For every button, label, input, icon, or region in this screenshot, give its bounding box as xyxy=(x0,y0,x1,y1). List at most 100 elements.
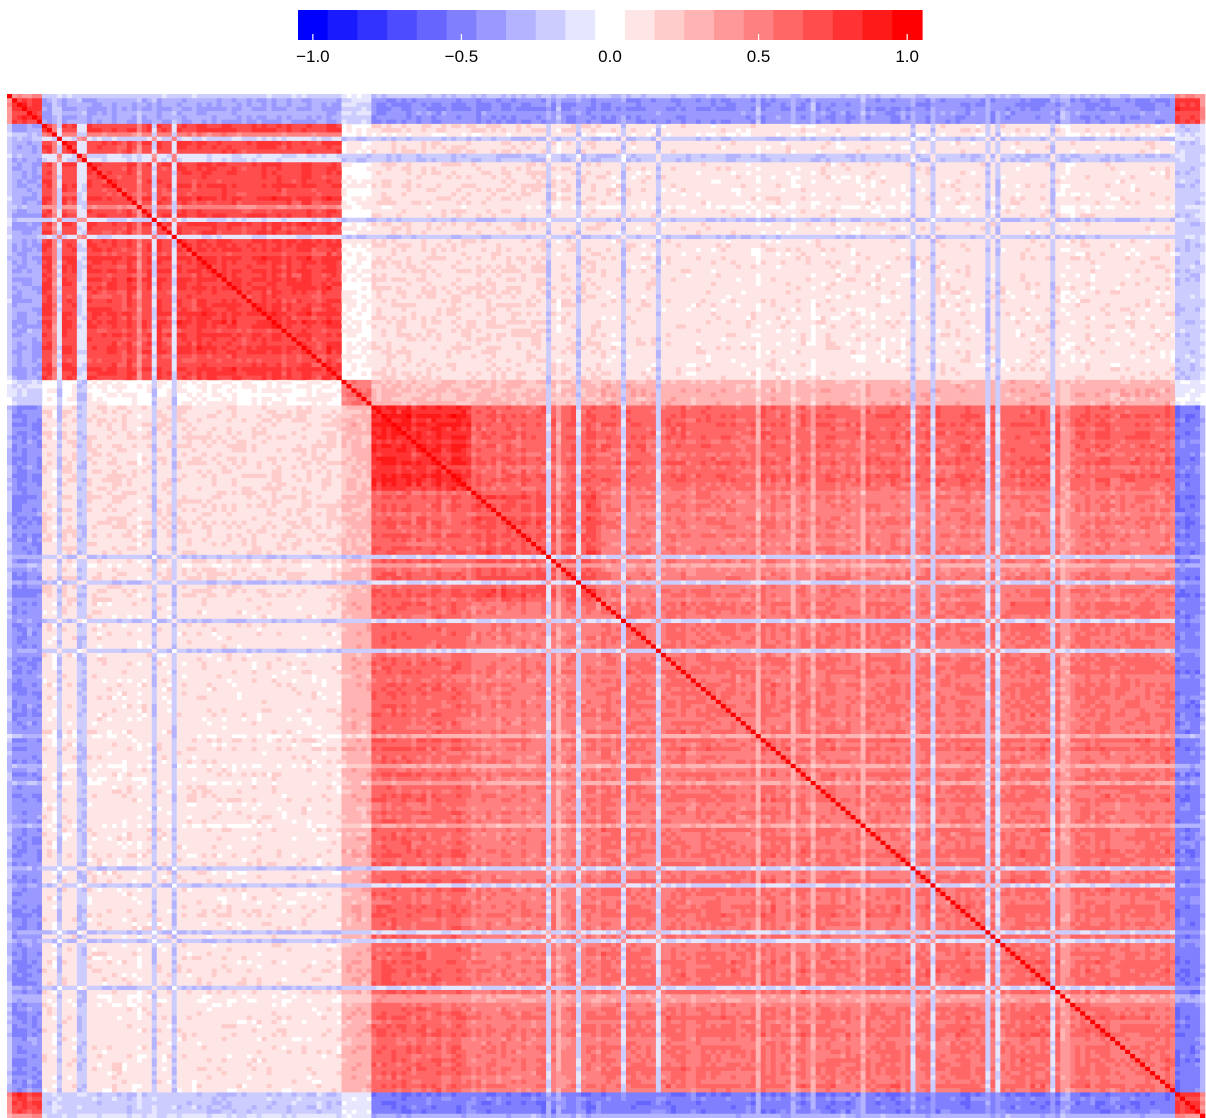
heatmap-cell xyxy=(431,103,436,108)
heatmap-cell xyxy=(1180,103,1185,108)
heatmap-cell xyxy=(426,98,431,103)
heatmap-cell xyxy=(22,98,27,103)
heatmap-cell xyxy=(142,94,147,99)
heatmap-cell xyxy=(806,103,811,108)
heatmap-cell xyxy=(321,103,326,108)
heatmap-cell xyxy=(72,94,77,99)
heatmap-cell xyxy=(561,94,566,99)
heatmap-cell xyxy=(511,98,516,103)
heatmap-cell xyxy=(152,94,157,99)
heatmap-cell xyxy=(980,103,985,108)
heatmap-cell xyxy=(102,94,107,99)
heatmap-cell xyxy=(526,98,531,103)
heatmap-cell xyxy=(531,98,536,103)
heatmap-cell xyxy=(970,103,975,108)
heatmap-cell xyxy=(886,98,891,103)
heatmap-cell xyxy=(496,98,501,103)
heatmap-cell xyxy=(1090,98,1095,103)
heatmap-cell xyxy=(826,98,831,103)
heatmap-cell xyxy=(1005,94,1010,99)
heatmap-cell xyxy=(436,98,441,103)
heatmap-cell xyxy=(262,94,267,99)
heatmap-cell xyxy=(391,98,396,103)
heatmap-cell xyxy=(401,94,406,99)
heatmap-cell xyxy=(82,94,87,99)
heatmap-cell xyxy=(1070,103,1075,108)
heatmap-cell xyxy=(42,98,47,103)
heatmap-cell xyxy=(341,98,346,103)
heatmap-cell xyxy=(641,103,646,108)
heatmap-cell xyxy=(37,94,42,99)
heatmap-cell xyxy=(521,103,526,108)
heatmap-cell xyxy=(1190,103,1195,108)
heatmap-cell xyxy=(995,98,1000,103)
heatmap-cell xyxy=(761,98,766,103)
heatmap-cell xyxy=(1165,94,1170,99)
heatmap-cell xyxy=(681,94,686,99)
heatmap-cell xyxy=(92,103,97,108)
heatmap-cell xyxy=(776,103,781,108)
heatmap-cell xyxy=(506,103,511,108)
heatmap-cell xyxy=(940,98,945,103)
heatmap-cell xyxy=(616,103,621,108)
heatmap-cell xyxy=(1045,103,1050,108)
heatmap-cell xyxy=(861,94,866,99)
heatmap-cell xyxy=(566,103,571,108)
heatmap-cell xyxy=(247,94,252,99)
heatmap-cell xyxy=(401,98,406,103)
heatmap-cell xyxy=(1085,103,1090,108)
heatmap-cell xyxy=(1025,103,1030,108)
heatmap-cell xyxy=(960,103,965,108)
heatmap-cell xyxy=(307,98,312,103)
heatmap-cell xyxy=(631,103,636,108)
heatmap-cell xyxy=(776,98,781,103)
heatmap-cell xyxy=(336,98,341,103)
heatmap-cell xyxy=(756,98,761,103)
heatmap-cell xyxy=(866,94,871,99)
heatmap-cell xyxy=(731,103,736,108)
heatmap-cell xyxy=(960,94,965,99)
colorbar-swatch xyxy=(833,10,863,40)
heatmap-cell xyxy=(212,103,217,108)
heatmap-cell xyxy=(776,94,781,99)
heatmap-cell xyxy=(326,98,331,103)
heatmap-cell xyxy=(796,98,801,103)
heatmap-cell xyxy=(232,103,237,108)
colorbar-swatch xyxy=(803,10,833,40)
heatmap-cell xyxy=(801,103,806,108)
heatmap-cell xyxy=(42,103,47,108)
heatmap-cell xyxy=(1200,98,1205,103)
heatmap-cell xyxy=(676,94,681,99)
heatmap-cell xyxy=(57,103,62,108)
heatmap-cell xyxy=(391,94,396,99)
heatmap-cell xyxy=(37,103,42,108)
heatmap-cell xyxy=(282,103,287,108)
heatmap-cell xyxy=(162,103,167,108)
heatmap-cell xyxy=(32,98,37,103)
heatmap-cell xyxy=(1115,103,1120,108)
heatmap-cell xyxy=(406,103,411,108)
heatmap-cell xyxy=(1000,98,1005,103)
heatmap-cell xyxy=(741,94,746,99)
heatmap-cell xyxy=(906,94,911,99)
heatmap-cell xyxy=(611,94,616,99)
heatmap-cell xyxy=(351,98,356,103)
heatmap-cell xyxy=(666,103,671,108)
heatmap-cell xyxy=(1015,94,1020,99)
heatmap-cell xyxy=(242,94,247,99)
heatmap-cell xyxy=(681,98,686,103)
heatmap-cell xyxy=(1025,94,1030,99)
heatmap-cell xyxy=(901,94,906,99)
heatmap-cell xyxy=(661,98,666,103)
heatmap-cell xyxy=(187,94,192,99)
heatmap-cell xyxy=(1040,94,1045,99)
heatmap-cell xyxy=(711,98,716,103)
heatmap-cell xyxy=(162,98,167,103)
heatmap-cell xyxy=(910,98,915,103)
heatmap-cell xyxy=(816,94,821,99)
heatmap-cell xyxy=(157,94,162,99)
heatmap-cell xyxy=(132,94,137,99)
heatmap-cell xyxy=(826,94,831,99)
heatmap-cell xyxy=(841,98,846,103)
heatmap-cell xyxy=(646,103,651,108)
